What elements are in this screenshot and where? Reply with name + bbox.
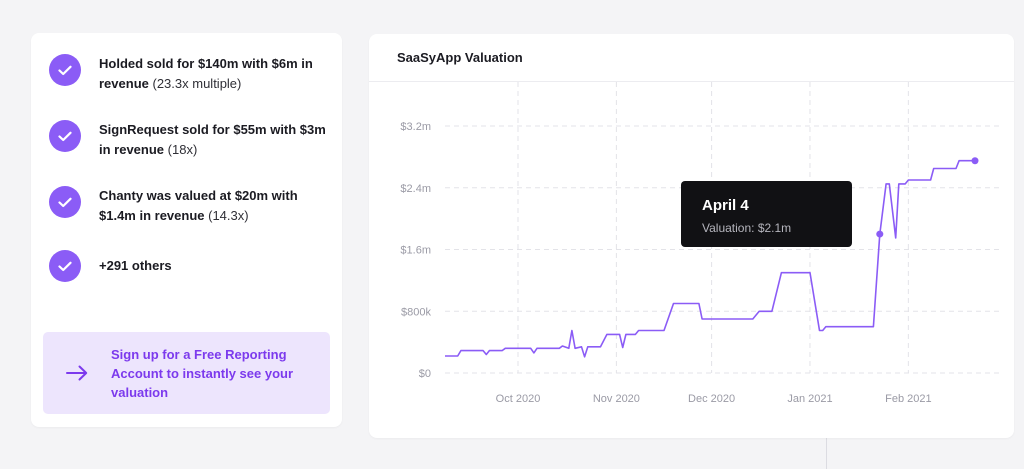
- series-end-point: [971, 157, 979, 165]
- fact-item-signrequest: SignRequest sold for $55m with $3m in re…: [49, 120, 329, 160]
- y-axis-ticks: $0 $800k $1.6m $2.4m $3.2m: [400, 121, 431, 380]
- x-tick-label: Feb 2021: [885, 393, 931, 405]
- x-tick-label: Dec 2020: [688, 393, 735, 405]
- check-icon: [49, 250, 81, 282]
- tooltip-value: Valuation: $2.1m: [702, 221, 792, 235]
- y-tick-label: $1.6m: [400, 245, 431, 257]
- x-tick-label: Nov 2020: [593, 393, 640, 405]
- fact-text: Chanty was valued at $20m with $1.4m in …: [99, 186, 329, 226]
- arrow-right-icon: [66, 365, 88, 381]
- background-divider: [826, 438, 827, 469]
- fact-item-chanty: Chanty was valued at $20m with $1.4m in …: [49, 186, 329, 226]
- fact-item-others: +291 others: [49, 250, 329, 282]
- fact-bold: +291 others: [99, 258, 172, 273]
- fact-muted: (18x): [167, 142, 198, 157]
- fact-muted: (23.3x multiple): [152, 76, 242, 91]
- valuation-series-line: [445, 159, 975, 358]
- chart-series: [445, 157, 979, 358]
- fact-text: Holded sold for $140m with $6m in revenu…: [99, 54, 329, 94]
- check-icon: [49, 120, 81, 152]
- chart-title: SaaSyApp Valuation: [397, 50, 523, 65]
- chart-tooltip: April 4 Valuation: $2.1m: [681, 181, 852, 247]
- signup-label: Sign up for a Free Reporting Account to …: [111, 346, 294, 400]
- valuation-chart-card: SaaSyApp Valuation $0 $800k $1.6m $2.4m $3.2…: [369, 34, 1014, 438]
- highlighted-point: [876, 230, 884, 238]
- signup-reporting-account-button[interactable]: Sign up for a Free Reporting Account to …: [43, 332, 330, 414]
- check-icon: [49, 186, 81, 218]
- chart-header-divider: [369, 81, 1014, 82]
- x-tick-label: Jan 2021: [787, 393, 832, 405]
- valuation-facts-card: Holded sold for $140m with $6m in revenu…: [31, 33, 342, 427]
- fact-bold: Chanty was valued at $20m with $1.4m in …: [99, 188, 298, 223]
- fact-bold: Holded sold for $140m with $6m in revenu…: [99, 56, 313, 91]
- fact-item-holded: Holded sold for $140m with $6m in revenu…: [49, 54, 329, 94]
- tooltip-date: April 4: [702, 197, 749, 214]
- fact-text: SignRequest sold for $55m with $3m in re…: [99, 120, 329, 160]
- fact-text: +291 others: [99, 256, 172, 276]
- x-tick-label: Oct 2020: [496, 393, 541, 405]
- y-tick-label: $0: [419, 368, 431, 380]
- y-tick-label: $2.4m: [400, 183, 431, 195]
- check-icon: [49, 54, 81, 86]
- fact-bold: SignRequest sold for $55m with $3m in re…: [99, 122, 326, 157]
- x-axis-ticks: Oct 2020 Nov 2020 Dec 2020 Jan 2021 Feb 2021: [496, 393, 932, 405]
- y-tick-label: $800k: [401, 306, 431, 318]
- y-tick-label: $3.2m: [400, 121, 431, 133]
- fact-muted: (14.3x): [208, 208, 249, 223]
